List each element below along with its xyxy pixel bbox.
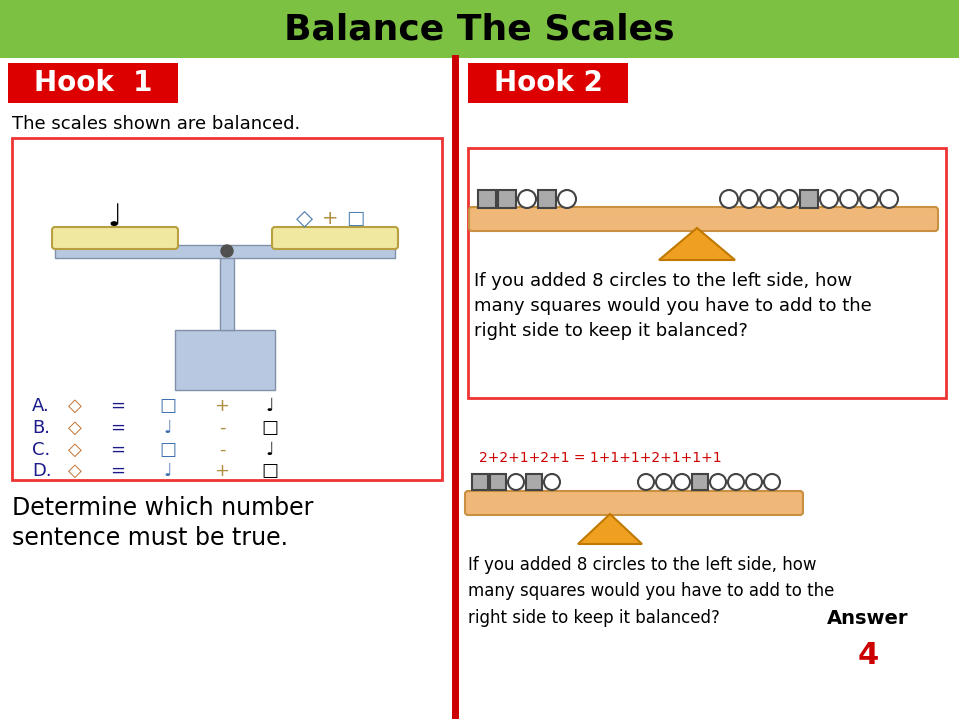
Circle shape bbox=[860, 190, 878, 208]
Text: =: = bbox=[110, 441, 126, 459]
Text: B.: B. bbox=[32, 419, 50, 437]
Text: If you added 8 circles to the left side, how
many squares would you have to add : If you added 8 circles to the left side,… bbox=[474, 272, 872, 340]
Text: =: = bbox=[110, 462, 126, 480]
Circle shape bbox=[764, 474, 780, 490]
FancyBboxPatch shape bbox=[175, 330, 275, 390]
Text: □: □ bbox=[159, 397, 176, 415]
Text: Hook 2: Hook 2 bbox=[494, 69, 602, 97]
Circle shape bbox=[746, 474, 762, 490]
FancyBboxPatch shape bbox=[465, 491, 803, 515]
FancyBboxPatch shape bbox=[55, 245, 395, 258]
Circle shape bbox=[638, 474, 654, 490]
Circle shape bbox=[760, 190, 778, 208]
FancyBboxPatch shape bbox=[478, 190, 496, 208]
Circle shape bbox=[740, 190, 758, 208]
FancyBboxPatch shape bbox=[490, 474, 506, 490]
Text: ◇: ◇ bbox=[68, 419, 82, 437]
Text: =: = bbox=[110, 397, 126, 415]
FancyBboxPatch shape bbox=[692, 474, 708, 490]
Circle shape bbox=[518, 190, 536, 208]
FancyBboxPatch shape bbox=[468, 148, 946, 398]
Circle shape bbox=[674, 474, 690, 490]
Text: ◇: ◇ bbox=[68, 441, 82, 459]
Text: sentence must be true.: sentence must be true. bbox=[12, 526, 288, 550]
Circle shape bbox=[880, 190, 898, 208]
FancyBboxPatch shape bbox=[0, 58, 959, 719]
Text: 2+2+1+2+1 = 1+1+1+2+1+1+1: 2+2+1+2+1 = 1+1+1+2+1+1+1 bbox=[479, 451, 721, 465]
FancyBboxPatch shape bbox=[8, 63, 178, 103]
Circle shape bbox=[221, 245, 233, 257]
Circle shape bbox=[544, 474, 560, 490]
Text: Balance The Scales: Balance The Scales bbox=[284, 12, 674, 46]
Text: C.: C. bbox=[32, 441, 50, 459]
FancyBboxPatch shape bbox=[468, 63, 628, 103]
Circle shape bbox=[840, 190, 858, 208]
Polygon shape bbox=[578, 514, 642, 544]
FancyBboxPatch shape bbox=[469, 207, 938, 231]
Text: =: = bbox=[110, 419, 126, 437]
Text: Determine which number: Determine which number bbox=[12, 496, 314, 520]
FancyBboxPatch shape bbox=[538, 190, 556, 208]
Text: Hook  1: Hook 1 bbox=[34, 69, 152, 97]
Text: 4: 4 bbox=[857, 641, 878, 669]
Text: ♩: ♩ bbox=[107, 203, 122, 232]
Polygon shape bbox=[659, 228, 735, 260]
Text: +: + bbox=[215, 397, 229, 415]
FancyBboxPatch shape bbox=[220, 250, 234, 330]
Text: -: - bbox=[219, 441, 225, 459]
FancyBboxPatch shape bbox=[800, 190, 818, 208]
Circle shape bbox=[558, 190, 576, 208]
Text: ♩: ♩ bbox=[164, 462, 173, 480]
Circle shape bbox=[780, 190, 798, 208]
FancyBboxPatch shape bbox=[0, 0, 959, 58]
FancyBboxPatch shape bbox=[12, 138, 442, 480]
Text: A.: A. bbox=[32, 397, 50, 415]
Text: ♩: ♩ bbox=[266, 441, 274, 459]
Text: ◇: ◇ bbox=[296, 208, 314, 228]
FancyBboxPatch shape bbox=[52, 227, 178, 249]
Text: ◇: ◇ bbox=[68, 397, 82, 415]
Text: □: □ bbox=[346, 209, 364, 227]
Text: ◇: ◇ bbox=[68, 462, 82, 480]
Circle shape bbox=[710, 474, 726, 490]
Circle shape bbox=[656, 474, 672, 490]
Text: If you added 8 circles to the left side, how
many squares would you have to add : If you added 8 circles to the left side,… bbox=[468, 556, 834, 627]
Text: ♩: ♩ bbox=[164, 419, 173, 437]
FancyBboxPatch shape bbox=[498, 190, 516, 208]
Text: Answer: Answer bbox=[828, 608, 909, 628]
Text: □: □ bbox=[262, 462, 278, 480]
Circle shape bbox=[728, 474, 744, 490]
Text: ♩: ♩ bbox=[266, 397, 274, 415]
FancyBboxPatch shape bbox=[272, 227, 398, 249]
Circle shape bbox=[820, 190, 838, 208]
FancyBboxPatch shape bbox=[472, 474, 488, 490]
Text: -: - bbox=[219, 419, 225, 437]
Text: +: + bbox=[322, 209, 339, 227]
Circle shape bbox=[508, 474, 524, 490]
Text: □: □ bbox=[262, 419, 278, 437]
Text: D.: D. bbox=[32, 462, 52, 480]
Text: □: □ bbox=[159, 441, 176, 459]
Text: The scales shown are balanced.: The scales shown are balanced. bbox=[12, 115, 300, 133]
FancyBboxPatch shape bbox=[526, 474, 542, 490]
Text: +: + bbox=[215, 462, 229, 480]
Circle shape bbox=[720, 190, 738, 208]
